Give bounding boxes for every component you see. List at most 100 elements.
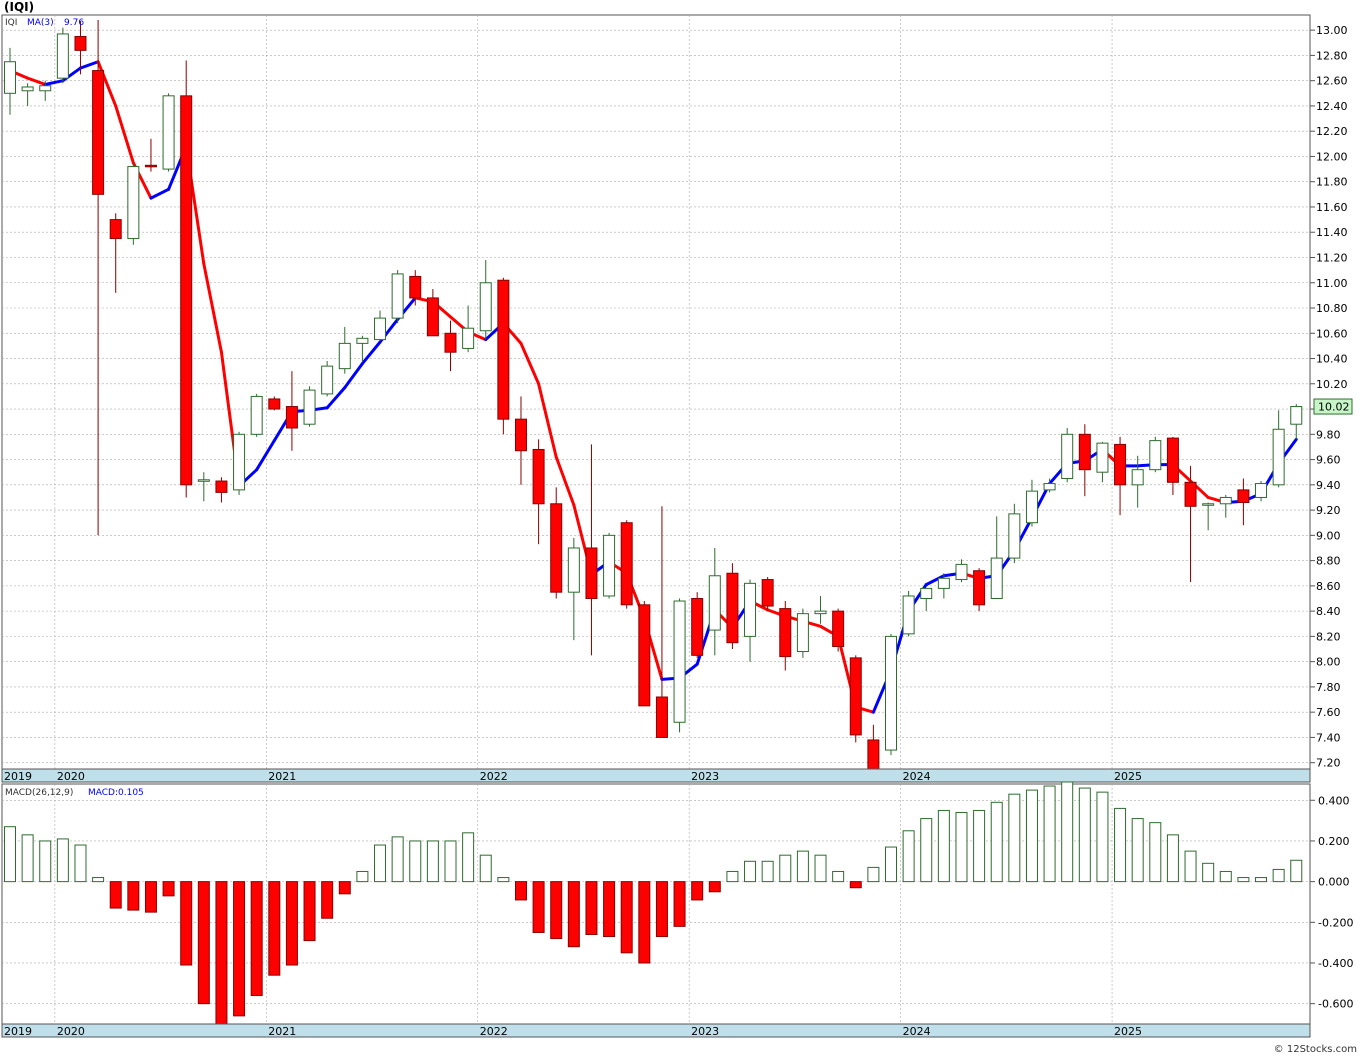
macd-legend-value: MACD:0.105 xyxy=(88,788,144,798)
macd-bar-negative xyxy=(144,881,157,913)
candle xyxy=(920,587,933,612)
price-x-tick-label: 2025 xyxy=(1114,770,1142,783)
price-y-tick-label: 10.20 xyxy=(1316,378,1348,391)
macd-bar-positive xyxy=(497,877,510,883)
macd-bar-positive xyxy=(21,834,34,883)
candle-body-up xyxy=(1096,442,1109,473)
macd-bar-positive xyxy=(444,840,457,883)
price-y-tick-label: 7.20 xyxy=(1316,757,1341,770)
candle-body-down xyxy=(832,610,845,647)
candle xyxy=(902,590,915,637)
candle xyxy=(1114,436,1127,516)
candle-body-up xyxy=(1290,406,1303,425)
macd-bar-positive xyxy=(1290,859,1303,883)
candle-body-down xyxy=(1114,443,1127,486)
candle xyxy=(127,162,140,245)
price-x-tick-label: 2022 xyxy=(480,770,508,783)
price-y-tick-label: 10.40 xyxy=(1316,353,1348,366)
macd-bar-negative xyxy=(268,881,281,976)
macd-bar-positive xyxy=(1025,789,1038,883)
macd-bar-positive xyxy=(1272,868,1285,883)
candle-body-down xyxy=(849,657,862,736)
candle-body-down xyxy=(779,608,792,658)
candle xyxy=(180,60,193,498)
macd-x-tick-label: 2025 xyxy=(1114,1025,1142,1038)
candle-body-up xyxy=(338,342,351,370)
candle xyxy=(1272,410,1285,488)
candle-body-down xyxy=(638,604,651,707)
candle-body-up xyxy=(4,61,16,94)
candle xyxy=(1149,436,1162,473)
macd-bar-positive xyxy=(726,870,739,883)
candle-body-down xyxy=(1078,433,1091,471)
macd-y-tick-label: 0.200 xyxy=(1318,835,1350,848)
price-y-tick-label: 11.00 xyxy=(1316,277,1348,290)
ma-segment xyxy=(360,340,382,366)
candle-body-up xyxy=(391,273,404,319)
ma-segment xyxy=(202,262,223,354)
candle xyxy=(215,477,228,503)
macd-bar-negative xyxy=(303,881,316,942)
price-x-tick-label: 2024 xyxy=(903,770,931,783)
candle xyxy=(937,573,950,599)
candle xyxy=(21,83,34,106)
candle xyxy=(233,431,246,495)
candle xyxy=(74,21,87,75)
candle-body-up xyxy=(744,582,757,637)
candle xyxy=(462,305,475,353)
macd-bar-negative xyxy=(567,881,580,948)
candle xyxy=(1184,465,1197,583)
macd-bar-positive xyxy=(814,854,827,883)
price-x-tick-label: 2023 xyxy=(691,770,719,783)
macd-bar-negative xyxy=(603,881,616,938)
macd-bar-positive xyxy=(1184,850,1197,883)
candle-body-up xyxy=(955,563,968,581)
ma-segment xyxy=(325,386,347,410)
macd-bar-positive xyxy=(92,877,105,883)
macd-bar-positive xyxy=(1131,818,1144,883)
macd-bar-negative xyxy=(708,881,721,893)
candle-body-down xyxy=(1237,489,1250,504)
candle xyxy=(1166,436,1179,495)
candle xyxy=(39,80,52,101)
macd-bar-negative xyxy=(338,881,351,895)
price-y-tick-label: 8.60 xyxy=(1316,580,1341,593)
macd-bar-positive xyxy=(1219,870,1232,883)
candle xyxy=(356,335,369,362)
candle-body-up xyxy=(462,327,475,349)
macd-bar-positive xyxy=(1237,877,1250,883)
candle xyxy=(620,520,633,609)
candle xyxy=(374,310,387,341)
candle xyxy=(426,289,439,337)
macd-bar-negative xyxy=(109,881,122,909)
macd-bar-negative xyxy=(197,881,210,1005)
candle xyxy=(197,472,210,502)
macd-bar-negative xyxy=(532,881,545,933)
candle xyxy=(409,270,422,306)
price-y-tick-label: 8.00 xyxy=(1316,656,1341,669)
price-y-tick-label: 12.80 xyxy=(1316,49,1348,62)
ma-segment xyxy=(114,104,135,165)
candle xyxy=(1061,427,1074,483)
ma-segment xyxy=(26,76,47,86)
candle xyxy=(109,213,122,293)
macd-x-tick-label: 2020 xyxy=(57,1025,85,1038)
candle-body-up xyxy=(303,389,316,425)
price-legend-ma-value: 9.76 xyxy=(64,18,84,28)
candle xyxy=(691,592,704,658)
macd-x-axis-band xyxy=(1,1023,1311,1038)
macd-bar-positive xyxy=(1008,793,1021,883)
candle-body-up xyxy=(1202,503,1215,506)
candle-body-down xyxy=(144,164,157,168)
price-y-tick-label: 13.00 xyxy=(1316,24,1348,37)
macd-bar-negative xyxy=(691,881,704,901)
candle-body-down xyxy=(74,35,87,51)
macd-bar-positive xyxy=(1166,834,1179,883)
candle-body-up xyxy=(885,635,897,751)
candle-body-up xyxy=(1061,433,1074,480)
macd-bar-negative xyxy=(585,881,598,936)
candle xyxy=(497,277,510,435)
macd-bar-negative xyxy=(849,881,862,889)
price-y-tick-label: 10.60 xyxy=(1316,327,1348,340)
candle-body-up xyxy=(937,577,950,589)
